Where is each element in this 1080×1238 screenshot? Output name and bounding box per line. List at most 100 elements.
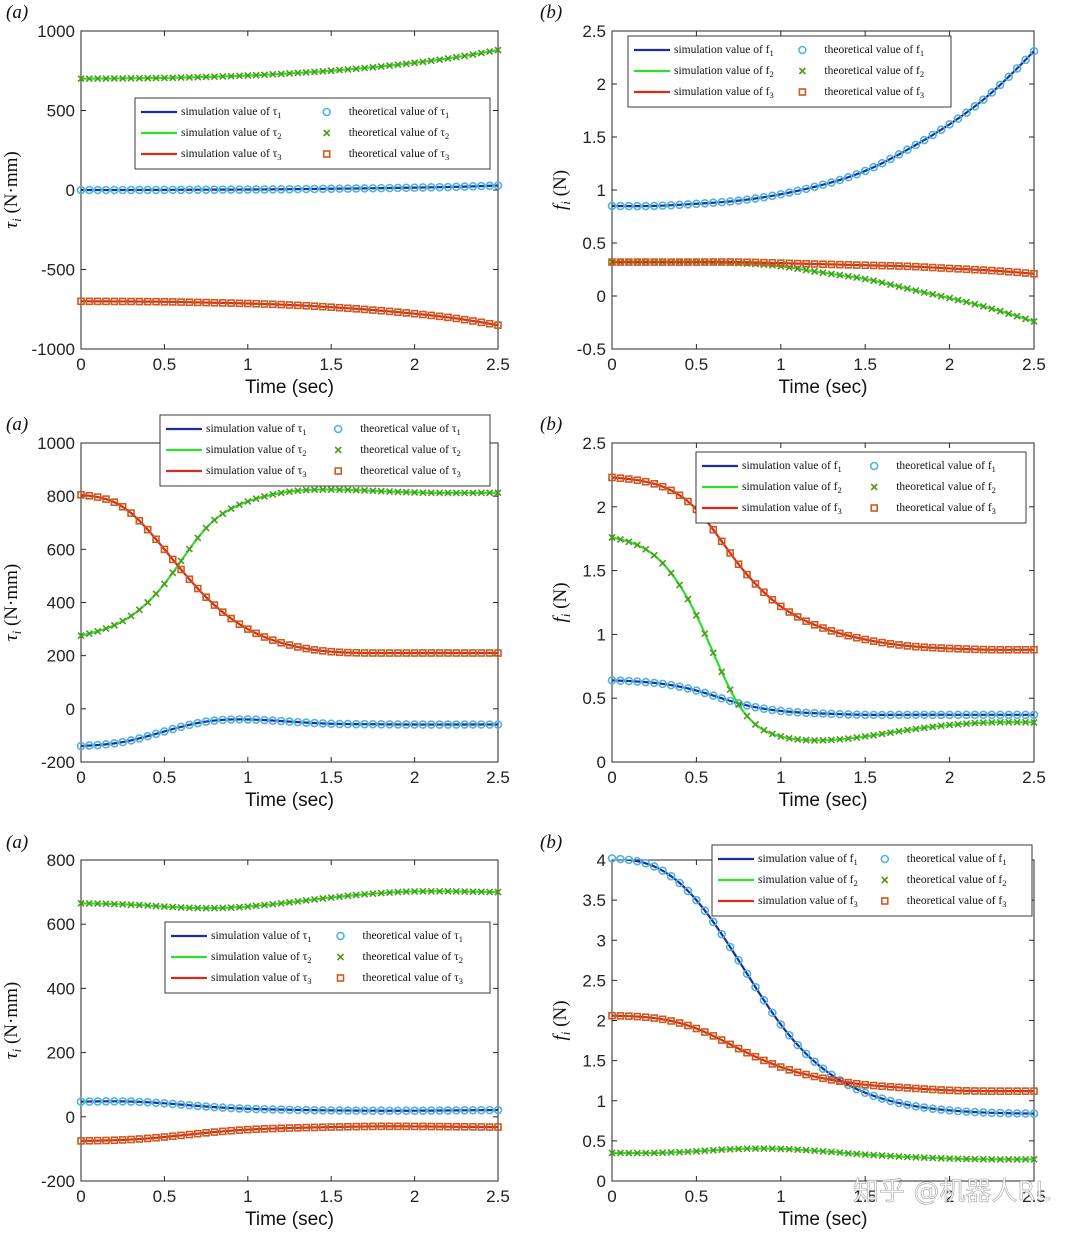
theoretical-point — [641, 258, 650, 266]
theoretical-point — [1005, 1155, 1013, 1163]
theoretical-point — [633, 201, 642, 211]
x-tick-label: 2.5 — [1022, 768, 1046, 787]
theoretical-point — [119, 74, 127, 82]
legend-label: theoretical value of f1 — [907, 853, 1007, 867]
theoretical-point — [118, 1136, 127, 1144]
theoretical-point — [996, 267, 1005, 275]
theoretical-point — [860, 710, 870, 720]
theoretical-point — [919, 1103, 929, 1112]
theoretical-point — [110, 74, 118, 83]
theoretical-point — [394, 649, 402, 657]
theoretical-point — [810, 1072, 819, 1081]
theoretical-point — [135, 901, 143, 909]
theoretical-point — [210, 1128, 219, 1136]
legend-label: simulation value of f2 — [758, 874, 858, 888]
theoretical-point — [335, 1123, 344, 1131]
y-tick-label: 2.5 — [582, 22, 606, 41]
theoretical-point — [954, 720, 962, 728]
theoretical-point — [160, 185, 169, 195]
theoretical-point — [460, 315, 469, 324]
theoretical-point — [852, 169, 862, 179]
x-tick-label: 2.5 — [1022, 355, 1046, 374]
x-tick-label: 1.5 — [853, 768, 877, 787]
y-axis-label: τi (N·mm) — [1, 151, 24, 228]
theoretical-point — [294, 487, 302, 495]
theoretical-point — [269, 636, 277, 644]
theoretical-point — [193, 1129, 202, 1138]
theoretical-point — [94, 627, 102, 635]
theoretical-point — [760, 258, 768, 267]
theoretical-point — [793, 186, 802, 196]
theoretical-point — [684, 497, 692, 506]
theoretical-point — [394, 308, 402, 316]
theoretical-point — [870, 277, 878, 285]
theoretical-point — [700, 906, 710, 915]
x-tick-label: 2 — [410, 768, 419, 787]
theoretical-point — [185, 298, 194, 307]
legend-label: theoretical value of f2 — [907, 874, 1007, 888]
theoretical-point — [360, 305, 369, 314]
legend-label: simulation value of f2 — [674, 65, 774, 79]
theoretical-point — [227, 505, 235, 513]
theoretical-point — [110, 739, 119, 748]
theoretical-point — [742, 701, 752, 710]
theoretical-point — [607, 201, 617, 211]
theoretical-point — [401, 1106, 411, 1116]
theoretical-point — [410, 720, 419, 729]
theoretical-point — [675, 258, 684, 266]
theoretical-point — [326, 184, 336, 194]
theoretical-point — [327, 893, 335, 902]
theoretical-point — [460, 182, 469, 191]
theoretical-point — [468, 1105, 478, 1115]
y-tick-label: 2.5 — [582, 971, 606, 990]
legend-label: theoretical value of f1 — [824, 44, 924, 58]
theoretical-point — [650, 1149, 658, 1157]
theoretical-point — [886, 1083, 895, 1091]
theoretical-point — [327, 647, 336, 656]
theoretical-point — [785, 1145, 793, 1153]
legend-marker-swatch — [798, 45, 807, 55]
theoretical-point — [444, 313, 452, 322]
theoretical-point — [946, 721, 954, 729]
y-tick-label: 0 — [66, 1108, 75, 1127]
legend-marker-swatch — [881, 876, 889, 884]
chart-panel-6: 0 0.5 1 1.5 2 2.5 4 3.5 3 2.5 2 1.5 1 0.5 0 Time (sec) f… — [540, 832, 1046, 1230]
theoretical-point — [393, 183, 403, 193]
theoretical-point — [210, 298, 219, 307]
theoretical-point — [269, 300, 277, 309]
theoretical-point — [784, 1030, 794, 1040]
theoretical-point — [469, 888, 477, 896]
theoretical-point — [85, 297, 94, 306]
theoretical-point — [667, 1148, 675, 1157]
theoretical-point — [836, 271, 844, 279]
theoretical-point — [451, 1106, 461, 1115]
theoretical-point — [1004, 72, 1013, 82]
theoretical-point — [928, 710, 938, 720]
theoretical-point — [352, 649, 361, 657]
theoretical-point — [1030, 317, 1038, 326]
theoretical-point — [726, 1040, 734, 1049]
theoretical-point — [759, 995, 769, 1005]
theoretical-point — [734, 560, 743, 569]
theoretical-point — [385, 1122, 394, 1131]
theoretical-point — [658, 201, 667, 210]
legend-marker-swatch — [336, 953, 345, 961]
theoretical-point — [802, 266, 810, 274]
theoretical-point — [319, 302, 327, 311]
theoretical-point — [194, 534, 202, 542]
theoretical-point — [971, 645, 979, 654]
theoretical-point — [285, 488, 294, 496]
theoretical-point — [226, 715, 236, 724]
theoretical-point — [410, 1106, 419, 1116]
theoretical-point — [929, 290, 937, 298]
theoretical-point — [726, 258, 734, 266]
theoretical-point — [335, 66, 344, 74]
theoretical-point — [427, 311, 436, 320]
theoretical-point — [426, 183, 436, 192]
theoretical-point — [469, 649, 477, 657]
theoretical-point — [658, 866, 667, 875]
theoretical-point — [877, 1094, 887, 1103]
theoretical-point — [151, 1098, 161, 1108]
y-tick-label: 800 — [47, 487, 75, 506]
theoretical-point — [708, 691, 718, 700]
